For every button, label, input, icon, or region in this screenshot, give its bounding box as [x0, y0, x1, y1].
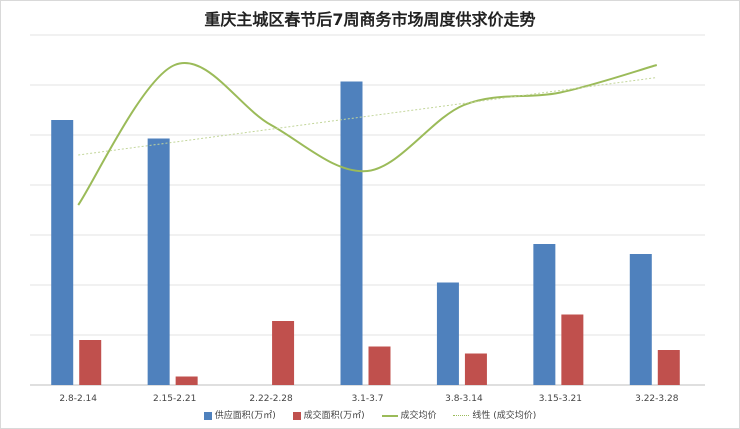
- bar-deal-2: [272, 321, 295, 385]
- legend-item-price: 成交均价: [381, 408, 437, 421]
- x-tick-label-0: 2.8-2.14: [59, 394, 97, 404]
- line-avg-price: [77, 62, 658, 206]
- x-tick-label-1: 2.15-2.21: [153, 394, 196, 404]
- legend-label-price: 成交均价: [400, 411, 437, 421]
- chart-title: 重庆主城区春节后7周商务市场周度供求价走势: [204, 10, 536, 29]
- bar-deal-6: [657, 350, 680, 385]
- legend-swatch-deal: [292, 411, 301, 420]
- x-tick-label-2: 2.22-2.28: [249, 394, 293, 404]
- legend-label-supply: 供应面积(万㎡): [214, 411, 276, 421]
- x-axis: 2.8-2.14 2.15-2.21 2.22-2.28 3.1-3.7 3.8-3.1…: [59, 394, 678, 404]
- bars: [51, 81, 680, 385]
- bar-supply-0: [51, 120, 74, 385]
- legend-item-deal: 成交面积(万㎡): [292, 408, 365, 421]
- gridlines: [30, 34, 705, 386]
- x-tick-label-6: 3.22-3.28: [635, 394, 679, 404]
- bar-deal-1: [175, 376, 198, 385]
- bar-deal-0: [79, 340, 102, 385]
- legend-label-trend: 线性 (成交均价): [472, 411, 537, 421]
- x-tick-label-3: 3.1-3.7: [352, 394, 384, 404]
- legend-swatch-trend: [453, 415, 470, 416]
- bar-supply-1: [147, 138, 170, 385]
- legend-label-deal: 成交面积(万㎡): [303, 411, 365, 421]
- bar-supply-5: [533, 244, 556, 385]
- bar-supply-6: [629, 254, 652, 385]
- legend-item-trend: 线性 (成交均价): [453, 408, 536, 421]
- bar-supply-3: [340, 81, 363, 385]
- bar-deal-5: [561, 314, 584, 385]
- bar-supply-4: [436, 282, 459, 385]
- x-tick-label-4: 3.8-3.14: [445, 394, 483, 404]
- lines: [77, 62, 658, 206]
- legend-swatch-price: [381, 414, 398, 417]
- legend-item-supply: 供应面积(万㎡): [203, 408, 276, 421]
- bar-deal-4: [464, 353, 487, 385]
- line-trend: [78, 77, 657, 156]
- legend-swatch-supply: [203, 411, 212, 420]
- bar-deal-3: [368, 346, 391, 385]
- x-tick-label-5: 3.15-3.21: [539, 394, 582, 404]
- legend: 供应面积(万㎡) 成交面积(万㎡) 成交均价 线性 (成交均价): [0, 408, 740, 421]
